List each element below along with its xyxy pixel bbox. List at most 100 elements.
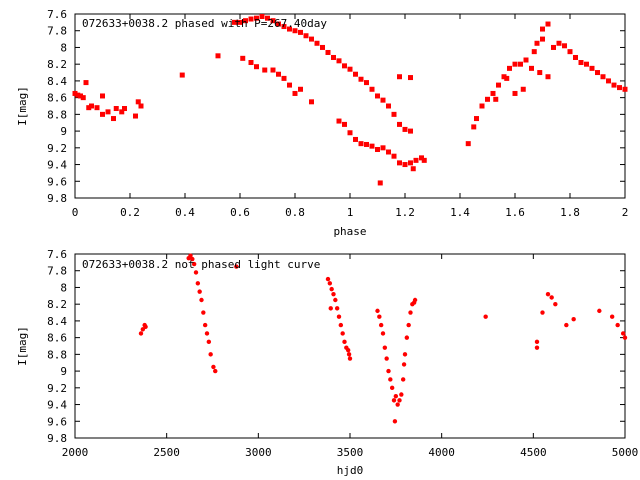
data-point [377,314,382,319]
data-point [331,54,336,60]
data-point [243,18,248,24]
x-tick-label: 2 [622,206,629,219]
data-point [378,322,384,328]
y-tick-label: 8.4 [47,315,67,328]
data-series [72,14,628,186]
data-point [122,106,127,112]
y-tick-label: 9.6 [47,175,67,188]
data-point [364,141,369,147]
data-point [553,301,558,307]
data-point [234,264,239,269]
data-point [83,80,89,86]
x-tick-label: 1.6 [505,206,525,219]
data-point [353,71,358,77]
data-point [393,393,399,399]
data-point [545,74,551,80]
data-point [392,419,398,424]
x-tick-label: 0.4 [175,206,195,219]
data-point [380,97,386,103]
data-point [78,93,83,99]
data-point [292,90,298,96]
data-point [309,36,314,42]
y-tick-label: 8.4 [47,75,67,88]
data-point [375,308,380,314]
data-point [206,339,212,345]
data-point [529,65,534,71]
data-point [328,306,333,311]
data-point [589,65,595,71]
y-tick-label: 9.8 [47,432,67,445]
data-point [401,362,407,367]
data-point [334,306,340,311]
y-tick-label: 8 [60,281,67,294]
data-point [397,74,402,80]
data-point [380,331,386,336]
data-point [237,19,243,25]
data-point [298,29,303,35]
y-tick-label: 8.8 [47,348,67,361]
data-point [105,109,111,115]
data-point [507,65,512,71]
data-point [191,261,197,267]
data-point [353,136,358,142]
data-point [369,143,375,149]
y-tick-label: 8.6 [47,92,67,105]
data-series [138,253,628,424]
data-point [202,322,208,328]
data-point [347,130,353,136]
y-axis-label: I[mag] [16,326,29,366]
y-tick-label: 9.6 [47,415,67,428]
data-point [135,99,141,105]
data-point [419,155,424,161]
data-point [540,310,545,315]
data-point [540,26,545,32]
x-tick-label: 2500 [153,446,180,459]
data-point [391,153,397,159]
data-point [113,106,119,112]
data-point [380,145,386,151]
data-point [320,44,325,50]
data-point [584,61,589,67]
data-point [281,75,287,81]
data-point [100,93,105,99]
x-tick-label: 1.8 [560,206,580,219]
data-point [347,356,353,361]
data-point [597,308,602,314]
data-point [421,157,427,163]
data-point [386,368,391,374]
data-point [138,103,144,109]
data-point [193,270,199,275]
data-point [397,398,402,403]
x-tick-label: 4000 [428,446,455,459]
data-point [270,18,276,24]
data-point [119,109,125,115]
data-point [358,76,364,82]
data-point [600,74,606,80]
data-point [391,398,397,403]
data-point [490,90,496,96]
y-tick-label: 9.4 [47,399,67,412]
data-point [309,99,314,105]
x-axis-label: phase [333,225,366,238]
y-tick-label: 9 [60,125,67,138]
data-point [213,368,218,374]
data-point [281,24,287,30]
data-point [545,291,551,297]
chart-title: 072633+0038.2 not phased light curve [82,258,320,271]
x-tick-label: 0.8 [285,206,305,219]
data-point [520,86,526,92]
data-point [232,19,237,25]
data-point [549,295,554,300]
data-point [531,49,537,55]
data-point [86,105,92,111]
data-point [287,82,292,88]
data-point [197,289,202,294]
x-tick-label: 1 [347,206,354,219]
x-tick-label: 1.4 [450,206,470,219]
x-tick-label: 0.2 [120,206,140,219]
data-point [389,385,395,391]
data-point [195,281,201,286]
data-point [471,124,477,130]
y-tick-label: 9.2 [47,382,67,395]
